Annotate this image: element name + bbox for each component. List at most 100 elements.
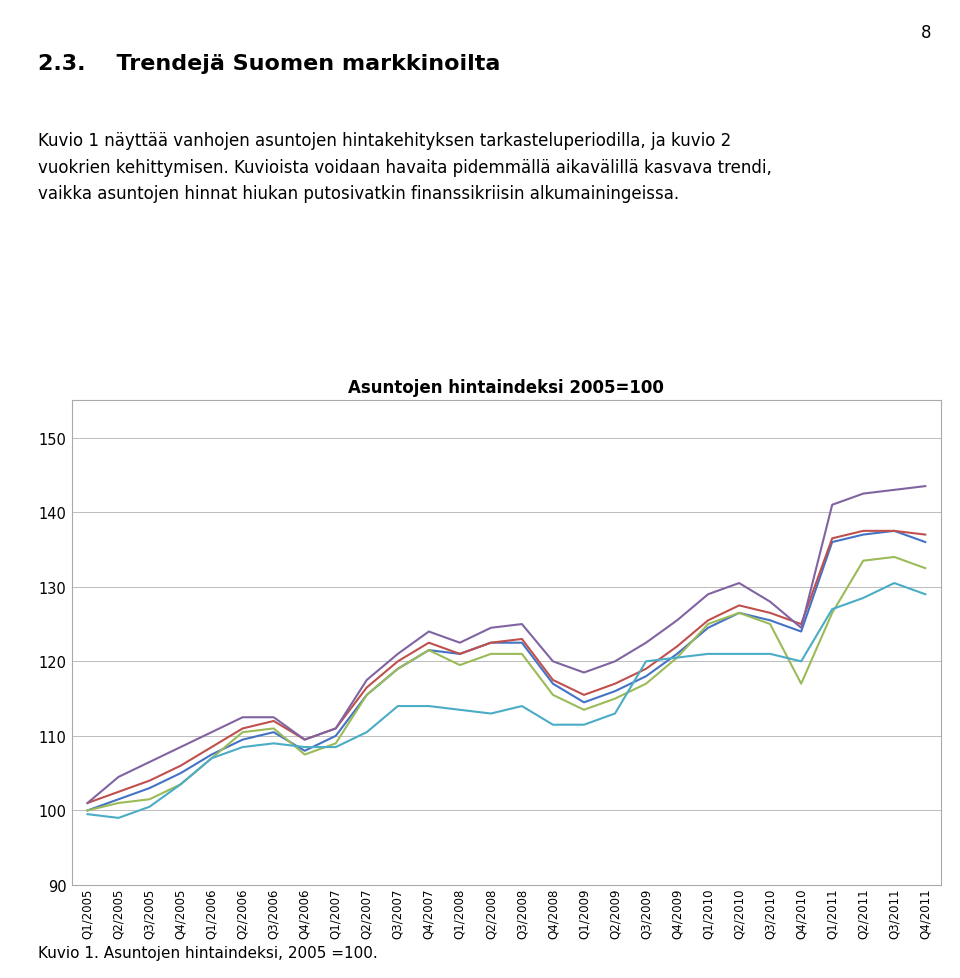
Itä-Suomi bbox=[857, 556, 869, 567]
Pääkaupunkiseutu bbox=[796, 622, 807, 634]
Pääkaupunkiseutu bbox=[857, 488, 869, 500]
Pääkaupunkiseutu bbox=[112, 772, 124, 783]
Pääkaupunkiseutu bbox=[640, 638, 652, 649]
Pohjois-Suomi bbox=[361, 727, 372, 738]
Pääkaupunkiseutu bbox=[175, 741, 186, 753]
Länsi-Suomi bbox=[237, 723, 249, 734]
Itä-Suomi bbox=[144, 793, 156, 805]
Text: 2.3.    Trendejä Suomen markkinoilta: 2.3. Trendejä Suomen markkinoilta bbox=[38, 54, 501, 73]
Line: Länsi-Suomi: Länsi-Suomi bbox=[87, 531, 925, 803]
Pohjois-Suomi bbox=[454, 704, 466, 716]
Pohjois-Suomi bbox=[423, 700, 435, 712]
Itä-Suomi bbox=[175, 778, 186, 790]
Koko maa bbox=[454, 648, 466, 660]
Itä-Suomi bbox=[299, 749, 310, 761]
Itä-Suomi bbox=[796, 678, 807, 689]
Itä-Suomi bbox=[112, 797, 124, 809]
Itä-Suomi bbox=[920, 562, 931, 574]
Itä-Suomi bbox=[361, 689, 372, 701]
Länsi-Suomi bbox=[733, 600, 745, 611]
Pääkaupunkiseutu bbox=[671, 615, 683, 627]
Pohjois-Suomi bbox=[920, 589, 931, 600]
Itä-Suomi bbox=[610, 693, 621, 705]
Itä-Suomi bbox=[547, 689, 559, 701]
Länsi-Suomi bbox=[796, 618, 807, 630]
Itä-Suomi bbox=[640, 678, 652, 689]
Pohjois-Suomi bbox=[796, 656, 807, 668]
Länsi-Suomi bbox=[392, 656, 403, 668]
Länsi-Suomi bbox=[857, 525, 869, 537]
Pohjois-Suomi bbox=[640, 656, 652, 668]
Itä-Suomi bbox=[485, 648, 496, 660]
Text: Kuvio 1. Asuntojen hintaindeksi, 2005 =100.: Kuvio 1. Asuntojen hintaindeksi, 2005 =1… bbox=[38, 946, 378, 960]
Pääkaupunkiseutu bbox=[454, 638, 466, 649]
Koko maa bbox=[516, 638, 528, 649]
Itä-Suomi bbox=[764, 618, 776, 630]
Text: vaikka asuntojen hinnat hiukan putosivatkin finanssikriisin alkumainingeissa.: vaikka asuntojen hinnat hiukan putosivat… bbox=[38, 185, 680, 202]
Pohjois-Suomi bbox=[827, 603, 838, 615]
Länsi-Suomi bbox=[299, 734, 310, 745]
Koko maa bbox=[889, 525, 900, 537]
Länsi-Suomi bbox=[578, 689, 589, 701]
Pohjois-Suomi bbox=[205, 753, 217, 765]
Line: Koko maa: Koko maa bbox=[87, 531, 925, 811]
Länsi-Suomi bbox=[330, 723, 342, 734]
Pohjois-Suomi bbox=[889, 578, 900, 590]
Pääkaupunkiseutu bbox=[610, 656, 621, 668]
Koko maa bbox=[268, 727, 279, 738]
Pääkaupunkiseutu bbox=[703, 589, 714, 600]
Text: Kuvio 1 näyttää vanhojen asuntojen hintakehityksen tarkasteluperiodilla, ja kuvi: Kuvio 1 näyttää vanhojen asuntojen hinta… bbox=[38, 132, 732, 150]
Itä-Suomi bbox=[454, 659, 466, 671]
Itä-Suomi bbox=[733, 607, 745, 619]
Pääkaupunkiseutu bbox=[299, 734, 310, 745]
Pääkaupunkiseutu bbox=[268, 712, 279, 724]
Itä-Suomi bbox=[516, 648, 528, 660]
Itä-Suomi bbox=[827, 607, 838, 619]
Line: Pääkaupunkiseutu: Pääkaupunkiseutu bbox=[87, 487, 925, 803]
Line: Itä-Suomi: Itä-Suomi bbox=[87, 557, 925, 811]
Pääkaupunkiseutu bbox=[547, 656, 559, 668]
Text: vuokrien kehittymisen. Kuvioista voidaan havaita pidemmällä aikavälillä kasvava : vuokrien kehittymisen. Kuvioista voidaan… bbox=[38, 158, 772, 176]
Koko maa bbox=[764, 615, 776, 627]
Länsi-Suomi bbox=[610, 678, 621, 689]
Länsi-Suomi bbox=[205, 741, 217, 753]
Pohjois-Suomi bbox=[857, 593, 869, 604]
Pääkaupunkiseutu bbox=[392, 648, 403, 660]
Koko maa bbox=[640, 671, 652, 683]
Pääkaupunkiseutu bbox=[205, 727, 217, 738]
Pääkaupunkiseutu bbox=[920, 481, 931, 493]
Itä-Suomi bbox=[423, 645, 435, 656]
Itä-Suomi bbox=[671, 652, 683, 664]
Pohjois-Suomi bbox=[82, 809, 93, 821]
Koko maa bbox=[299, 745, 310, 757]
Koko maa bbox=[610, 686, 621, 697]
Koko maa bbox=[857, 529, 869, 541]
Länsi-Suomi bbox=[703, 615, 714, 627]
Itä-Suomi bbox=[237, 727, 249, 738]
Itä-Suomi bbox=[330, 737, 342, 749]
Pohjois-Suomi bbox=[144, 801, 156, 813]
Itä-Suomi bbox=[703, 618, 714, 630]
Länsi-Suomi bbox=[827, 533, 838, 545]
Pohjois-Suomi bbox=[392, 700, 403, 712]
Koko maa bbox=[361, 689, 372, 701]
Länsi-Suomi bbox=[454, 648, 466, 660]
Länsi-Suomi bbox=[112, 786, 124, 798]
Länsi-Suomi bbox=[516, 634, 528, 645]
Pääkaupunkiseutu bbox=[733, 578, 745, 590]
Koko maa bbox=[205, 749, 217, 761]
Länsi-Suomi bbox=[889, 525, 900, 537]
Länsi-Suomi bbox=[547, 675, 559, 687]
Pääkaupunkiseutu bbox=[827, 500, 838, 511]
Pääkaupunkiseutu bbox=[423, 626, 435, 638]
Koko maa bbox=[175, 768, 186, 779]
Länsi-Suomi bbox=[361, 682, 372, 693]
Koko maa bbox=[827, 537, 838, 549]
Pohjois-Suomi bbox=[237, 741, 249, 753]
Pääkaupunkiseutu bbox=[764, 597, 776, 608]
Koko maa bbox=[920, 537, 931, 549]
Pohjois-Suomi bbox=[610, 708, 621, 720]
Koko maa bbox=[330, 731, 342, 742]
Pääkaupunkiseutu bbox=[889, 484, 900, 496]
Pohjois-Suomi bbox=[175, 778, 186, 790]
